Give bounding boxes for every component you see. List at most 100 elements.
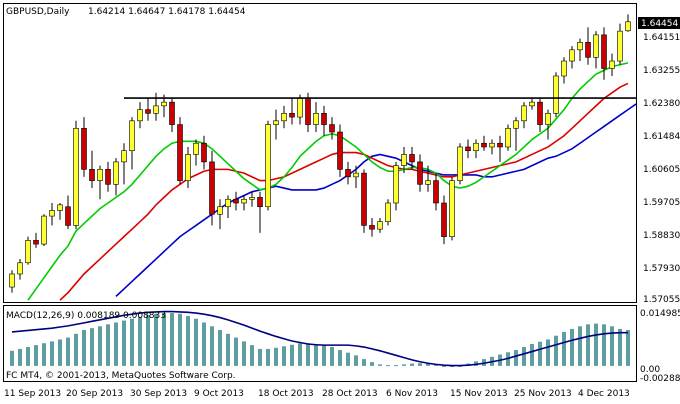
macd-hist-bar [106, 324, 110, 366]
macd-tick: 0.014985 [640, 309, 680, 319]
candle-body [537, 101, 543, 125]
macd-hist-bar [210, 326, 214, 366]
macd-hist-bar [418, 363, 422, 366]
candle [193, 139, 199, 166]
ohlc-label: 1.64214 1.64647 1.64178 1.64454 [88, 7, 246, 17]
candle [585, 27, 591, 65]
candle [65, 195, 71, 230]
macd-hist-bar [162, 313, 166, 366]
macd-hist-bar [386, 365, 390, 367]
candle-body [233, 198, 239, 204]
candle [537, 98, 543, 133]
candle [625, 14, 631, 32]
candle [433, 173, 439, 211]
macd-hist-bar [538, 341, 542, 366]
macd-hist-bar [298, 343, 302, 366]
price-tick: 1.64151 [643, 33, 680, 43]
candle-body [425, 180, 431, 185]
price-tick: 1.57055 [643, 295, 680, 305]
macd-title: MACD(12,26,9) 0.008189 0.008833 [6, 311, 166, 321]
candle [241, 195, 247, 211]
candle-body [369, 225, 375, 230]
macd-hist-bar [570, 328, 574, 366]
date-tick: 6 Nov 2013 [386, 389, 438, 399]
macd-hist-bar [258, 348, 262, 366]
candle [97, 165, 103, 200]
macd-panel-frame [3, 305, 637, 382]
candle [345, 161, 351, 185]
candle [249, 191, 255, 207]
candle-body [561, 60, 567, 77]
macd-hist-bar [226, 333, 230, 366]
price-tick: 1.62380 [643, 99, 680, 109]
macd-hist-bar [530, 344, 534, 366]
candle [25, 236, 31, 265]
macd-hist-bar [554, 335, 558, 366]
macd-hist-bar [514, 350, 518, 366]
macd-hist-bar [626, 330, 630, 366]
candle [385, 199, 391, 226]
candle [441, 195, 447, 245]
candle-body [73, 127, 79, 226]
macd-hist-bar [74, 333, 78, 366]
macd-hist-bar [66, 337, 70, 366]
macd-hist-bar [82, 330, 86, 366]
candle-body [105, 169, 111, 185]
macd-hist-bar [362, 359, 366, 366]
macd-hist-bar [42, 343, 46, 366]
candle [417, 154, 423, 192]
candle-body [345, 169, 351, 178]
date-tick: 20 Sep 2013 [66, 389, 123, 399]
candle-body [569, 49, 575, 62]
macd-hist-bar [138, 316, 142, 366]
candle [137, 102, 143, 129]
candle-body [329, 124, 335, 133]
candle-body [201, 142, 207, 163]
macd-hist-bar [146, 314, 150, 366]
macd-hist-bar [602, 324, 606, 366]
candle [425, 165, 431, 192]
candle [233, 191, 239, 211]
candle-body [273, 120, 279, 125]
candle [41, 214, 47, 246]
candle-body [97, 169, 103, 181]
macd-hist-bar [50, 341, 54, 366]
macd-hist-bar [378, 364, 382, 366]
candle [217, 199, 223, 230]
macd-histogram [10, 313, 630, 368]
macd-hist-bar [34, 345, 38, 366]
candle-body [113, 161, 119, 185]
macd-hist-bar [178, 313, 182, 366]
macd-hist-bar [282, 346, 286, 366]
date-tick: 25 Nov 2013 [514, 389, 572, 399]
candle [377, 217, 383, 233]
candle-body [449, 180, 455, 237]
candle-body [41, 215, 47, 245]
macd-hist-bar [410, 363, 414, 366]
macd-signal-layer [11, 310, 628, 367]
macd-hist-bar [98, 326, 102, 366]
macd-hist-bar [402, 364, 406, 366]
macd-hist-bar [354, 355, 358, 366]
candle [313, 102, 319, 133]
candle-body [513, 120, 519, 129]
candle [289, 98, 295, 125]
candle [601, 27, 607, 80]
candle [505, 124, 511, 151]
candle-body [593, 34, 599, 58]
candle [337, 124, 343, 177]
candle-body [489, 142, 495, 148]
macd-hist-bar [130, 318, 134, 366]
price-panel-frame [3, 3, 637, 303]
macd-tick: -0.002883 [640, 374, 680, 384]
price-tick: 1.57930 [643, 264, 680, 274]
candle [617, 23, 623, 65]
candle [209, 150, 215, 226]
candle-body [81, 127, 87, 170]
candle [225, 195, 231, 218]
candle [273, 109, 279, 140]
candle-body [89, 169, 95, 181]
candle [409, 146, 415, 170]
